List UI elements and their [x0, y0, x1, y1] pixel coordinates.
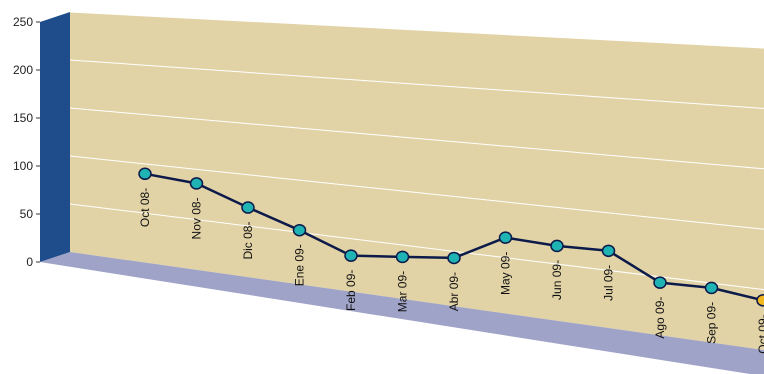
chart-floor [40, 252, 764, 374]
data-point [292, 223, 307, 237]
x-tick-label: Nov 08- [190, 197, 204, 239]
x-tick-label: Ago 09- [653, 297, 667, 339]
chart-side-wall [40, 12, 70, 262]
data-point [447, 251, 461, 265]
data-point [601, 244, 616, 258]
y-axis: 0 50 100 150 200 250 [13, 15, 40, 269]
data-point [756, 294, 764, 307]
y-tick-label: 100 [13, 159, 33, 173]
x-tick-label: Sep 09- [705, 302, 719, 344]
data-point [344, 249, 358, 262]
x-tick-label: Dic 08- [241, 222, 255, 260]
x-tick-label: Mar 09- [396, 271, 410, 312]
x-tick-label: Oct 09- [756, 314, 764, 353]
series-markers [138, 167, 764, 307]
data-point [138, 167, 152, 181]
y-tick-label: 0 [26, 255, 33, 269]
x-axis-labels: Oct 08- Nov 08- Dic 08- Ene 09- Feb 09- Mar 0… [138, 188, 764, 354]
x-tick-label: Jun 09- [550, 260, 564, 300]
gridline [69, 107, 764, 170]
gridline [69, 59, 764, 109]
gridlines [69, 11, 764, 291]
data-point [704, 281, 719, 295]
x-tick-label: Abr 09- [447, 272, 461, 311]
data-point [550, 239, 564, 253]
y-tick-label: 200 [13, 63, 33, 77]
gridline [69, 155, 764, 230]
data-point [498, 231, 513, 244]
data-point [241, 201, 255, 214]
data-point [395, 250, 410, 264]
y-tick-label: 50 [20, 207, 34, 221]
y-tick-label: 150 [13, 111, 33, 125]
x-tick-label: Jul 09- [602, 265, 616, 301]
x-tick-label: May 09- [499, 252, 513, 295]
x-tick-label: Oct 08- [138, 188, 152, 227]
data-point [653, 276, 667, 289]
x-tick-label: Feb 09- [344, 270, 358, 311]
gridline [69, 11, 764, 49]
data-point [189, 177, 204, 190]
y-tick-label: 250 [13, 15, 33, 29]
x-tick-label: Ene 09- [293, 244, 307, 286]
